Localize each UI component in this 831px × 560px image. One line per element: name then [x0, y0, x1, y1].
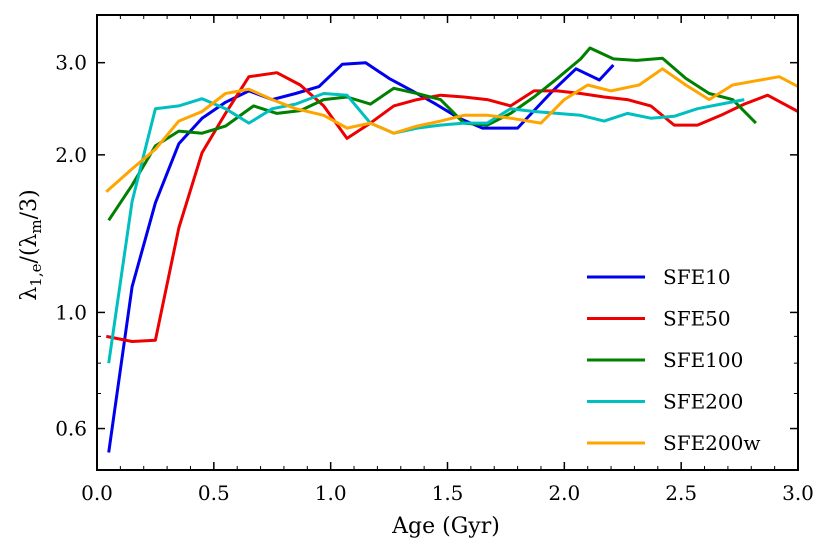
x-axis-label: Age (Gyr)	[391, 514, 500, 539]
y-tick-label: 1.0	[55, 300, 87, 324]
series-line-sfe10	[107, 61, 615, 453]
y-label-lambda: λ	[17, 287, 42, 301]
legend-label-sfe100: SFE100	[663, 348, 743, 372]
series-line-sfe200w	[105, 67, 798, 193]
svg-text:λ1,e/(λm/3): λ1,e/(λm/3)	[17, 189, 45, 300]
legend: SFE10 SFE50 SFE100 SFE200 SFE200w	[587, 265, 760, 455]
legend-label-sfe200: SFE200	[663, 390, 743, 414]
x-tick-label: 2.0	[548, 481, 580, 505]
y-label-sub2: m	[27, 219, 45, 233]
x-tick-label: 1.5	[432, 481, 464, 505]
y-tick-label: 0.6	[55, 417, 87, 441]
y-tick-label: 2.0	[55, 143, 87, 167]
x-tick-label: 0.5	[198, 481, 230, 505]
series-line-sfe100	[107, 46, 757, 222]
y-label-close: /3)	[17, 189, 42, 219]
x-tick-label: 1.0	[315, 481, 347, 505]
y-label-open: /(	[17, 248, 42, 264]
y-axis-label: λ1,e/(λm/3)	[17, 189, 45, 300]
x-tick-label: 2.5	[665, 481, 697, 505]
y-tick-label: 3.0	[55, 51, 87, 75]
x-tick-label: 3.0	[782, 481, 814, 505]
plot-area	[105, 46, 798, 453]
legend-label-sfe50: SFE50	[663, 307, 731, 331]
y-label-sub: 1,e	[27, 263, 45, 286]
axis-ticks: 0.0 0.5 1.0 1.5 2.0 2.5 3.0 0.6 1.0 2.0 3.0	[55, 15, 814, 505]
legend-label-sfe10: SFE10	[663, 265, 731, 289]
y-label-lambda2: λ	[17, 234, 42, 248]
x-tick-label: 0.0	[81, 481, 113, 505]
legend-label-sfe200w: SFE200w	[663, 431, 760, 455]
series-line-sfe50	[106, 71, 798, 343]
